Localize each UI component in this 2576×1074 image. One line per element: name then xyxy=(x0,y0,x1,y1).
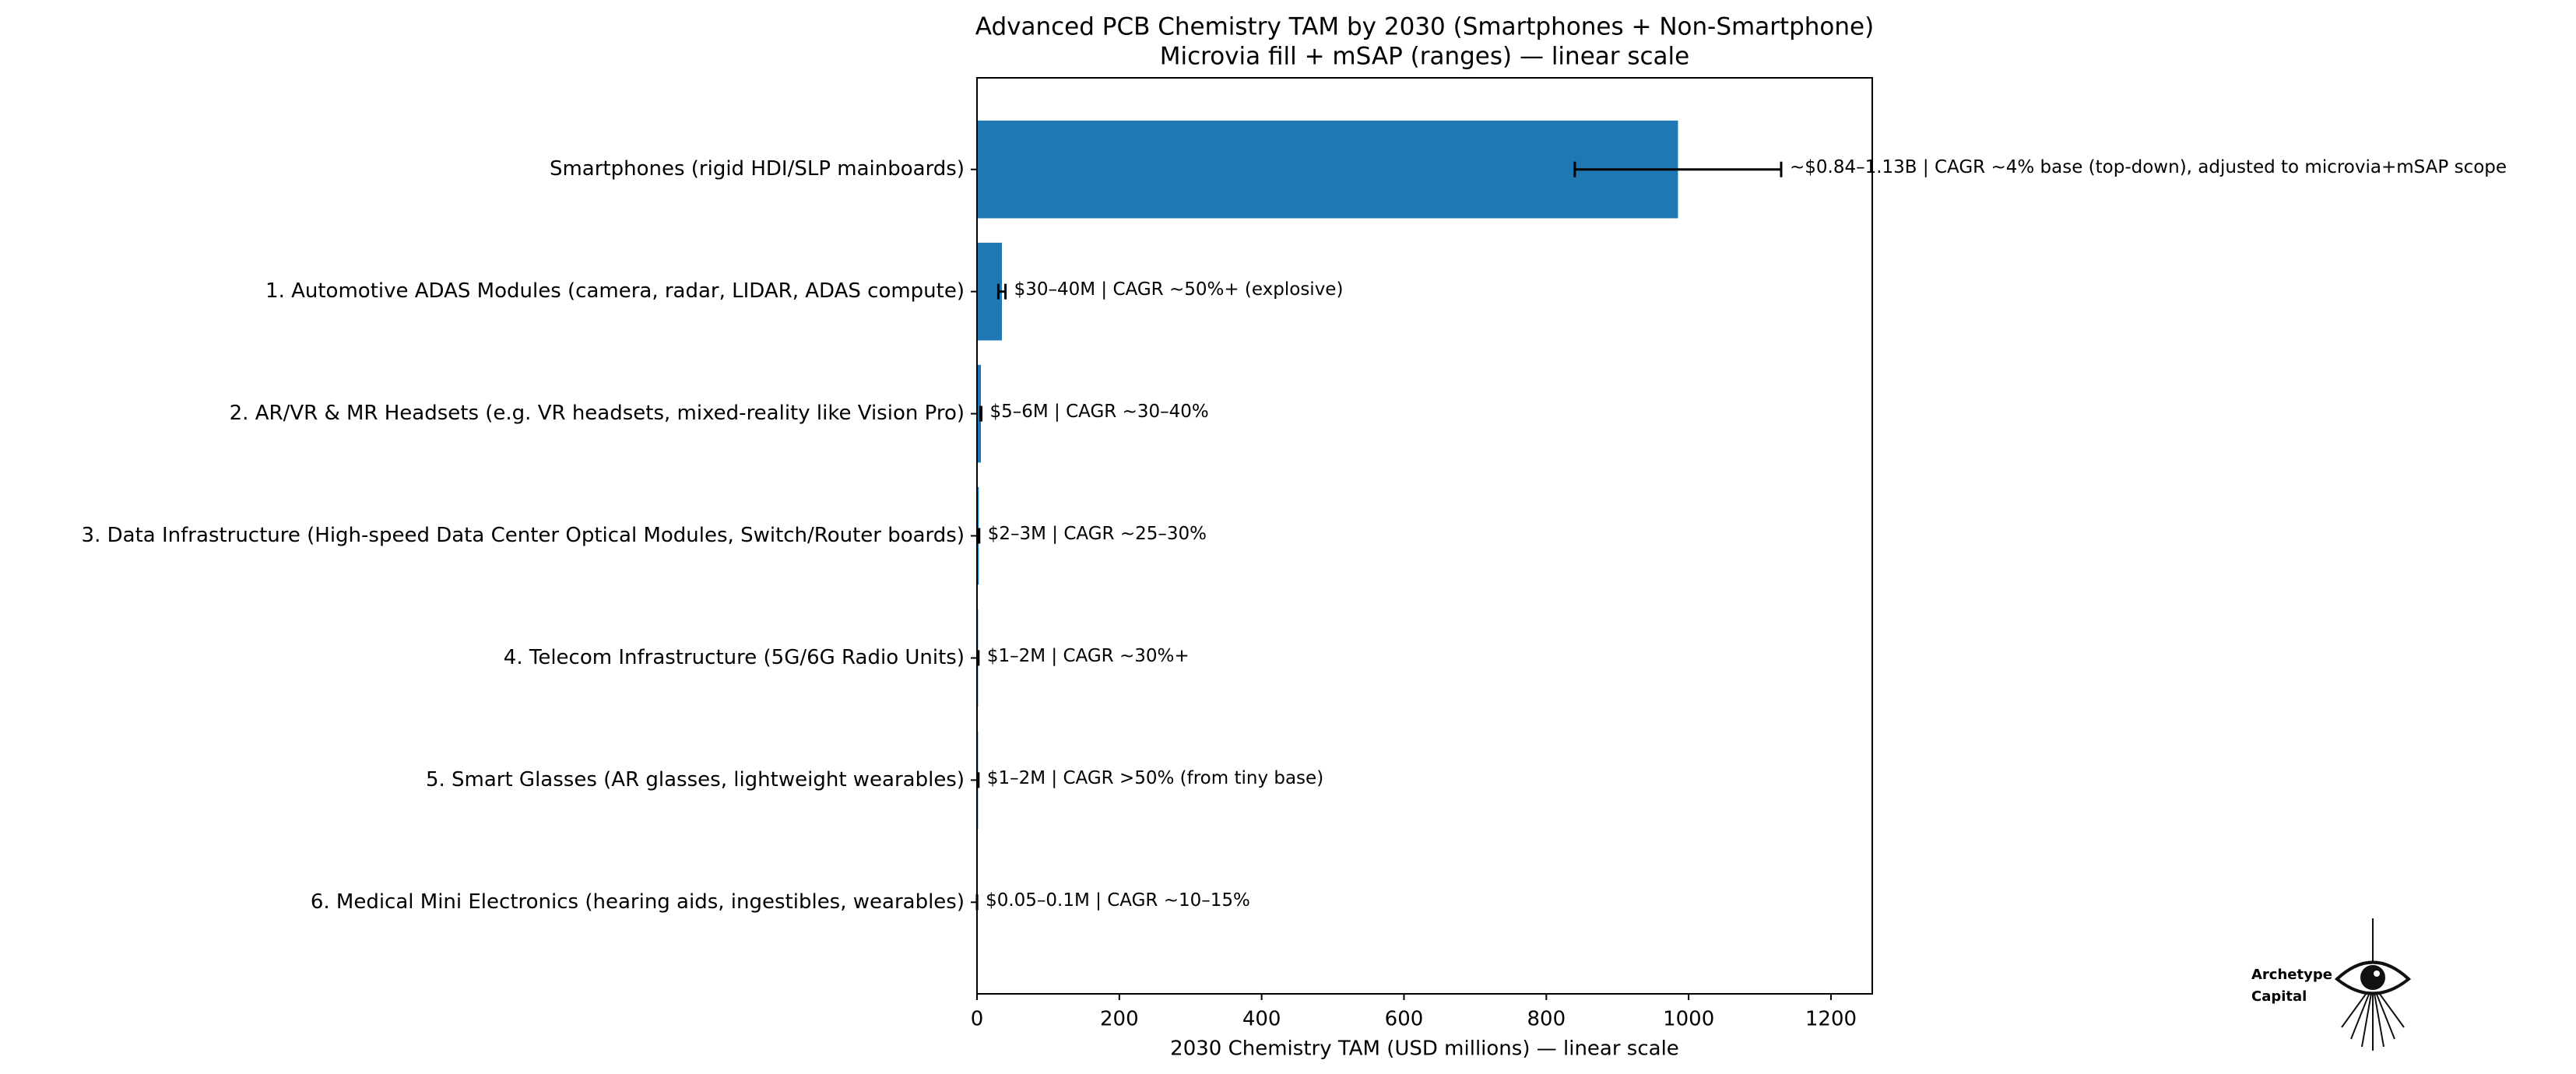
y-tick-label: 1. Automotive ADAS Modules (camera, rada… xyxy=(265,279,965,303)
annotation: $2–3M | CAGR ~25–30% xyxy=(988,524,1207,544)
x-tick-label: 400 xyxy=(1242,1008,1281,1031)
chart-subtitle: Microvia fill + mSAP (ranges) — linear s… xyxy=(1160,43,1690,71)
y-tick-label: 6. Medical Mini Electronics (hearing aid… xyxy=(311,890,965,914)
annotation: ~$0.84–1.13B | CAGR ~4% base (top-down),… xyxy=(1790,157,2507,177)
annotation: $1–2M | CAGR >50% (from tiny base) xyxy=(987,768,1323,788)
x-tick-label: 1000 xyxy=(1663,1008,1714,1031)
annotation: $5–6M | CAGR ~30–40% xyxy=(989,402,1208,422)
annotation: $1–2M | CAGR ~30%+ xyxy=(987,646,1190,666)
logo-text: Archetype xyxy=(2251,967,2332,983)
y-tick-label: 3. Data Infrastructure (High-speed Data … xyxy=(82,524,965,547)
x-tick-label: 600 xyxy=(1385,1008,1424,1031)
annotation: $0.05–0.1M | CAGR ~10–15% xyxy=(986,890,1250,911)
y-tick-label: 4. Telecom Infrastructure (5G/6G Radio U… xyxy=(504,646,965,669)
y-tick-label: Smartphones (rigid HDI/SLP mainboards) xyxy=(550,157,965,181)
bar xyxy=(977,120,1678,219)
plot-frame xyxy=(976,77,1873,995)
x-tick-label: 200 xyxy=(1100,1008,1139,1031)
x-axis-label: 2030 Chemistry TAM (USD millions) — line… xyxy=(1170,1037,1679,1061)
logo-eye xyxy=(2334,918,2412,1051)
annotation: $30–40M | CAGR ~50%+ (explosive) xyxy=(1014,279,1344,300)
logo-text: Capital xyxy=(2251,988,2307,1005)
chart-title: Advanced PCB Chemistry TAM by 2030 (Smar… xyxy=(975,13,1874,41)
bar xyxy=(977,364,982,463)
y-tick-label: 2. AR/VR & MR Headsets (e.g. VR headsets… xyxy=(230,402,965,425)
x-tick-label: 1200 xyxy=(1805,1008,1857,1031)
x-tick-label: 0 xyxy=(971,1008,984,1031)
x-tick-label: 800 xyxy=(1527,1008,1566,1031)
y-tick-label: 5. Smart Glasses (AR glasses, lightweigh… xyxy=(426,768,965,791)
logo: Archetype Capital xyxy=(2251,918,2412,1051)
